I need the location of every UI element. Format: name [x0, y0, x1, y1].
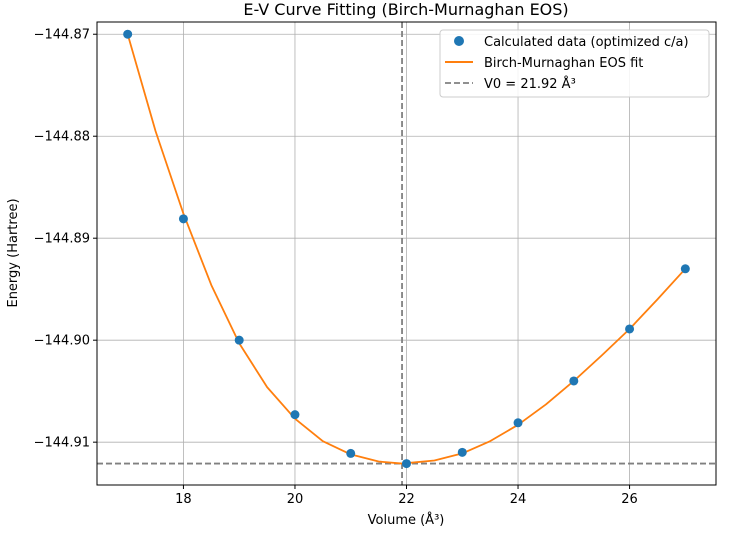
y-tick-label: −144.88	[34, 130, 90, 145]
data-point	[346, 448, 356, 458]
data-point	[123, 29, 133, 39]
legend-marker-calculated	[454, 36, 464, 46]
legend-box	[439, 29, 710, 98]
data-point	[680, 264, 690, 274]
data-point	[625, 324, 635, 334]
y-axis-label: Energy (Hartree)	[6, 198, 21, 307]
grid	[97, 22, 716, 485]
x-tick-label: 26	[621, 492, 638, 507]
chart-title: E-V Curve Fitting (Birch-Murnaghan EOS)	[243, 0, 568, 19]
data-point	[234, 335, 244, 345]
series	[123, 29, 690, 469]
x-tick-label: 18	[175, 492, 192, 507]
data-point	[402, 459, 411, 469]
legend: Calculated data (optimized c/a) Birch-Mu…	[439, 29, 710, 98]
y-tick-label: −144.89	[34, 232, 90, 247]
x-tick-label: 22	[398, 492, 415, 507]
data-point	[178, 214, 188, 224]
y-axis-ticks: −144.87 −144.88 −144.89 −144.90 −144.91	[34, 28, 97, 451]
y-tick-label: −144.87	[34, 28, 90, 43]
x-tick-label: 20	[287, 492, 304, 507]
x-tick-label: 24	[510, 492, 527, 507]
x-axis-label: Volume (Å³)	[368, 512, 445, 528]
legend-label-fit: Birch-Murnaghan EOS fit	[484, 56, 643, 71]
x-axis-ticks: 18 20 22 24 26	[175, 485, 638, 507]
data-point	[513, 418, 523, 428]
legend-label-v0: V0 = 21.92 Å³	[484, 76, 576, 92]
data-point	[457, 447, 467, 457]
y-tick-label: −144.90	[34, 334, 90, 349]
legend-label-calculated: Calculated data (optimized c/a)	[484, 35, 689, 50]
y-tick-label: −144.91	[34, 436, 90, 451]
data-point	[569, 376, 579, 386]
data-point	[290, 410, 300, 420]
